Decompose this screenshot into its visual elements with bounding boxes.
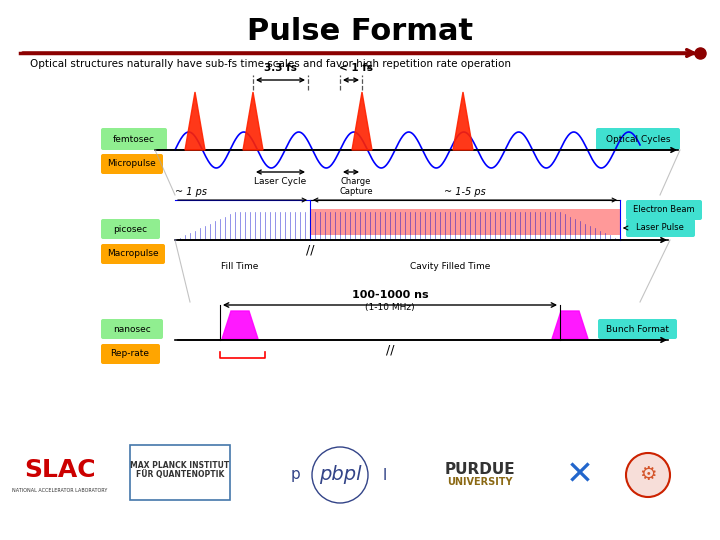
Text: picosec: picosec: [113, 225, 147, 233]
Text: Micropulse: Micropulse: [107, 159, 156, 168]
Polygon shape: [453, 92, 473, 150]
Text: 100-1000 ns: 100-1000 ns: [351, 290, 428, 300]
FancyBboxPatch shape: [596, 128, 680, 150]
Polygon shape: [185, 92, 205, 150]
Circle shape: [626, 453, 670, 497]
Text: MAX PLANCK INSTITUT: MAX PLANCK INSTITUT: [130, 461, 230, 469]
Text: femtosec: femtosec: [113, 134, 155, 144]
Bar: [130, 445, 230, 500]
Text: Laser Cycle: Laser Cycle: [254, 177, 307, 186]
Text: NATIONAL ACCELERATOR LABORATORY: NATIONAL ACCELERATOR LABORATORY: [12, 488, 108, 492]
Text: (1-10 MHz): (1-10 MHz): [365, 303, 415, 312]
Text: Optical structures naturally have sub-fs time scales and favor high repetition r: Optical structures naturally have sub-fs…: [30, 59, 511, 69]
Text: Macropulse: Macropulse: [107, 249, 159, 259]
FancyBboxPatch shape: [101, 344, 160, 364]
Text: 3.3 fs: 3.3 fs: [264, 63, 297, 73]
Text: p: p: [290, 468, 300, 483]
Bar: [310, 209, 620, 235]
Text: Optical Cycles: Optical Cycles: [606, 134, 670, 144]
FancyBboxPatch shape: [101, 154, 163, 174]
Text: ~ 1 ps: ~ 1 ps: [175, 187, 207, 197]
Text: < 1 fs: < 1 fs: [339, 63, 373, 73]
Text: //: //: [306, 244, 314, 256]
Polygon shape: [352, 92, 372, 150]
Polygon shape: [243, 92, 263, 150]
Text: SLAC: SLAC: [24, 458, 96, 482]
Text: Electron Beam: Electron Beam: [633, 206, 695, 214]
Text: UNIVERSITY: UNIVERSITY: [447, 477, 513, 487]
Text: ⚙: ⚙: [639, 465, 657, 484]
Text: ✕: ✕: [566, 458, 594, 491]
Text: Bunch Format: Bunch Format: [606, 325, 668, 334]
Text: PURDUE: PURDUE: [445, 462, 516, 477]
Text: Rep-rate: Rep-rate: [110, 349, 150, 359]
FancyBboxPatch shape: [101, 128, 167, 150]
Text: Fill Time: Fill Time: [221, 262, 258, 271]
Text: Cavity Filled Time: Cavity Filled Time: [410, 262, 490, 271]
Polygon shape: [222, 311, 258, 339]
FancyBboxPatch shape: [598, 319, 677, 339]
Text: Charge
Capture: Charge Capture: [339, 177, 373, 197]
Text: //: //: [386, 343, 395, 356]
FancyBboxPatch shape: [101, 244, 165, 264]
Text: l: l: [383, 468, 387, 483]
FancyBboxPatch shape: [626, 200, 702, 220]
Polygon shape: [552, 311, 588, 339]
FancyBboxPatch shape: [101, 219, 160, 239]
Text: FÜR QUANTENOPTIK: FÜR QUANTENOPTIK: [136, 470, 224, 480]
Text: nanosec: nanosec: [113, 325, 151, 334]
Text: Pulse Format: Pulse Format: [247, 17, 473, 46]
FancyBboxPatch shape: [626, 219, 695, 237]
Text: pbpl: pbpl: [319, 465, 361, 484]
Text: ~ 1-5 ps: ~ 1-5 ps: [444, 187, 486, 197]
FancyBboxPatch shape: [101, 319, 163, 339]
Text: Laser Pulse: Laser Pulse: [636, 224, 684, 233]
